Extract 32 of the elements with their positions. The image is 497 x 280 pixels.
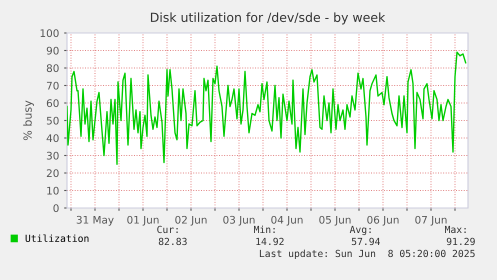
text: Min: [254,226,275,233]
y-tick-label: 10 [47,186,59,195]
y-tick-label: 70 [46,82,59,90]
y-axis-title: % busy [23,100,34,140]
x-tick-label: 03 Jun [223,216,255,226]
y-tick-label: 80 [46,64,59,72]
chart-title: Disk utilization for /dev/sde - by week [150,12,386,24]
y-tick-label: 90 [46,46,59,55]
x-tick-label: 05 Jun [319,216,351,226]
y-tick-label: 20 [46,169,59,178]
x-tick-label: 06 Jun [367,216,399,226]
text: Cur: [157,226,178,234]
x-tick-label: 31 May [76,216,114,226]
y-tick-label: 30 [46,152,59,160]
text: Avg: [350,226,371,236]
line-series [67,52,466,165]
x-tick-label: 01 Jun [127,216,159,226]
x-tick-label: 04 Jun [271,216,303,226]
text: 82.83 [158,238,187,246]
text: 14.92 [256,238,284,246]
x-tick-label: 07 Jun [415,216,447,226]
text: 91.29 [446,238,475,246]
y-tick-label: 40 [46,134,59,142]
y-tick-label: 50 [46,116,59,125]
y-tick-label: 100 [40,29,59,38]
legend-label: Utilization [26,234,88,242]
text: Last update: Sun Jun 8 05:20:00 2025 [260,250,475,260]
y-tick-label: 60 [46,99,59,108]
text: Max: [444,226,466,234]
x-tick-label: 02 Jun [175,216,207,226]
text: 57.94 [352,238,380,246]
y-tick-label: 0 [53,204,59,212]
